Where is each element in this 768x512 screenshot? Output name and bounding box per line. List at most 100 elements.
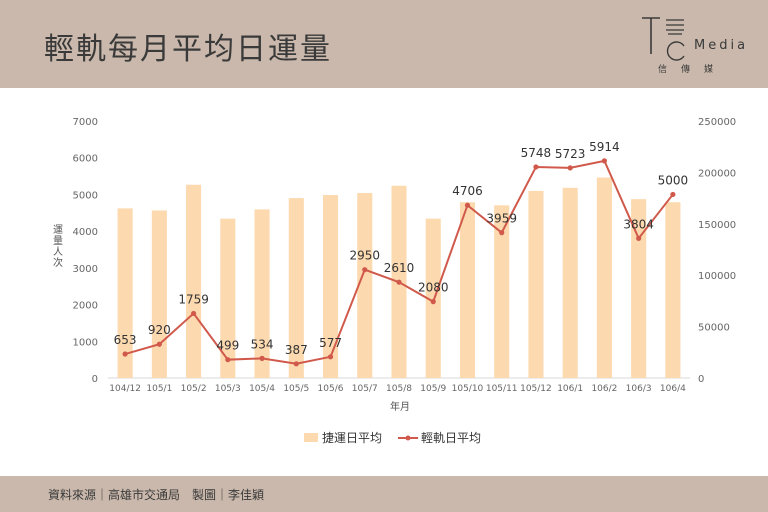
data-label: 5914 xyxy=(589,140,620,154)
y-axis-label: 運量人次 xyxy=(53,224,63,269)
x-tick-label: 105/1 xyxy=(146,384,172,394)
right-tick-label: 200000 xyxy=(698,168,736,179)
line-point xyxy=(156,341,162,347)
bar xyxy=(357,192,373,378)
right-axis-ticks: 0 50000 100000 150000 200000 250000 xyxy=(698,117,736,385)
bar xyxy=(254,209,270,378)
data-label: 920 xyxy=(148,323,171,337)
bar xyxy=(562,187,578,378)
line-point xyxy=(122,351,128,357)
data-label: 534 xyxy=(251,337,274,351)
data-label: 2080 xyxy=(418,281,449,295)
left-axis-ticks: 0 1000 2000 3000 4000 5000 6000 7000 xyxy=(73,117,98,385)
bar xyxy=(117,208,133,378)
bar xyxy=(220,218,236,378)
data-label: 5748 xyxy=(521,146,552,160)
legend-bar-label: 捷運日平均 xyxy=(322,431,382,445)
bar xyxy=(665,202,681,378)
line-point xyxy=(601,158,608,164)
x-tick-label: 105/2 xyxy=(181,384,207,394)
line-point xyxy=(327,354,334,360)
legend-line-label: 輕軌日平均 xyxy=(421,430,481,445)
x-tick-label: 105/7 xyxy=(352,384,378,394)
source-credit: 資料來源｜高雄市交通局 製圖｜李佳穎 xyxy=(48,488,265,502)
data-label: 5723 xyxy=(555,147,586,161)
data-label: 1759 xyxy=(178,292,209,306)
logo-text: Media xyxy=(694,38,749,53)
x-tick-label: 105/10 xyxy=(452,384,484,394)
bar xyxy=(459,202,476,378)
bar xyxy=(288,198,304,378)
line-point xyxy=(636,235,642,241)
left-tick-label: 7000 xyxy=(73,117,98,128)
data-label: 2610 xyxy=(384,261,415,275)
x-tick-label: 105/3 xyxy=(215,384,241,394)
data-label: 3804 xyxy=(623,217,654,231)
x-tick-label: 105/5 xyxy=(283,384,309,394)
x-tick-label: 106/4 xyxy=(660,384,686,394)
data-label: 5000 xyxy=(658,173,689,187)
x-tick-label: 106/1 xyxy=(557,384,583,394)
line-point xyxy=(499,230,505,236)
x-tick-label: 104/12 xyxy=(109,384,141,394)
x-tick-label: 105/8 xyxy=(386,384,412,394)
bar-series xyxy=(117,177,681,378)
bar xyxy=(186,184,202,378)
right-tick-label: 50000 xyxy=(698,323,730,334)
line-series xyxy=(122,158,676,367)
data-label: 4706 xyxy=(452,184,483,198)
data-label: 577 xyxy=(319,336,342,350)
line-point xyxy=(464,202,471,208)
left-tick-label: 4000 xyxy=(73,227,98,238)
right-tick-label: 150000 xyxy=(698,220,736,231)
data-label: 387 xyxy=(285,343,308,357)
data-label: 2950 xyxy=(349,249,380,263)
line-point xyxy=(190,310,197,317)
data-label: 653 xyxy=(114,333,137,347)
x-tick-label: 106/2 xyxy=(591,384,617,394)
media-logo-icon xyxy=(642,17,685,61)
line-point xyxy=(259,355,265,361)
left-tick-label: 3000 xyxy=(73,264,98,275)
bar xyxy=(528,190,544,378)
x-axis-ticks: 104/12 105/1 105/2 105/3 105/4 105/5 105/6 105/… xyxy=(109,384,686,394)
bar xyxy=(596,177,612,378)
right-tick-label: 100000 xyxy=(698,271,736,282)
x-axis-label: 年月 xyxy=(390,400,410,413)
left-tick-label: 1000 xyxy=(73,337,98,348)
left-tick-label: 5000 xyxy=(73,190,98,201)
bar xyxy=(631,199,647,378)
line-point xyxy=(225,357,231,363)
left-tick-label: 6000 xyxy=(73,154,98,165)
legend-line-marker xyxy=(405,435,411,441)
line-point xyxy=(670,191,676,198)
line-point xyxy=(533,164,539,170)
bar xyxy=(494,205,510,378)
x-tick-label: 105/11 xyxy=(486,384,518,394)
legend: 捷運日平均 輕軌日平均 xyxy=(304,430,481,445)
line-point xyxy=(567,165,573,171)
x-tick-label: 105/6 xyxy=(318,384,344,394)
logo-subtext: 信傳媒 xyxy=(658,65,728,75)
header-bar: 輕軌每月平均日運量 Media 信傳媒 xyxy=(0,0,768,88)
bar xyxy=(151,210,167,378)
data-label: 499 xyxy=(216,339,239,353)
right-tick-label: 250000 xyxy=(698,117,736,128)
x-tick-label: 105/9 xyxy=(420,384,446,394)
line-point xyxy=(293,361,299,367)
left-tick-label: 2000 xyxy=(73,301,98,312)
combo-chart: 0 1000 2000 3000 4000 5000 6000 7000 0 50000 1000… xyxy=(53,117,736,445)
line-point xyxy=(362,267,368,273)
line-point xyxy=(430,299,436,305)
x-tick-label: 105/4 xyxy=(249,384,275,394)
data-label: 3959 xyxy=(486,212,517,226)
left-tick-label: 0 xyxy=(92,374,98,385)
footer-bar: 資料來源｜高雄市交通局 製圖｜李佳穎 xyxy=(0,476,768,512)
right-tick-label: 0 xyxy=(698,374,704,385)
x-tick-label: 105/12 xyxy=(520,384,552,394)
bar xyxy=(322,195,339,378)
line-point xyxy=(396,279,402,285)
x-tick-label: 106/3 xyxy=(626,384,652,394)
page-title: 輕軌每月平均日運量 xyxy=(44,32,332,67)
